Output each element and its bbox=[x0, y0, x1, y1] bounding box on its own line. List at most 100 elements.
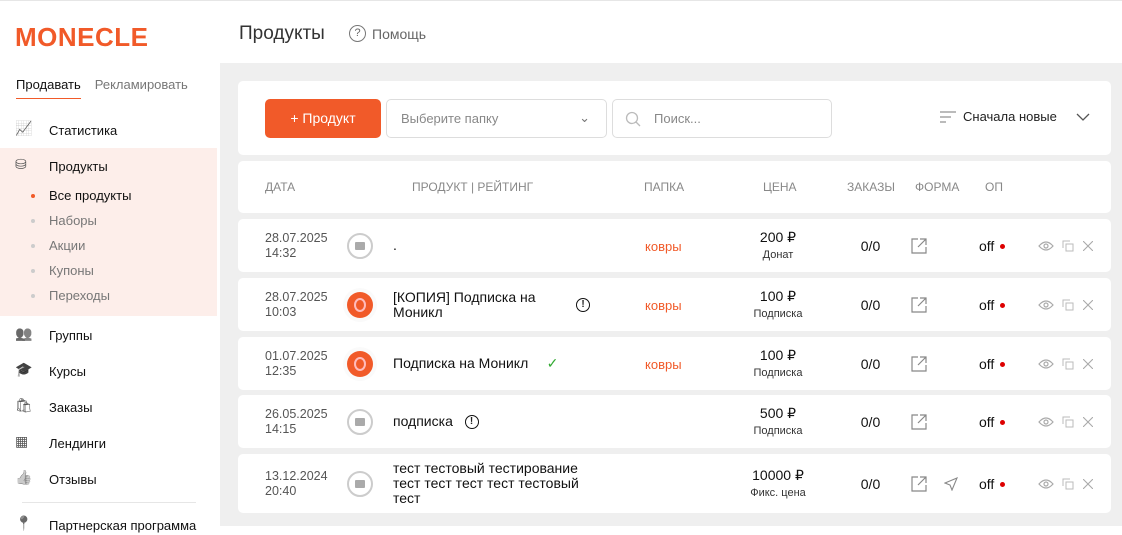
external-link-icon[interactable] bbox=[911, 237, 927, 254]
op-status[interactable]: off bbox=[979, 297, 1006, 313]
sidebar-item[interactable]: 🛍 Заказы bbox=[0, 397, 218, 417]
copy-icon[interactable] bbox=[1062, 358, 1074, 370]
close-icon[interactable] bbox=[1083, 358, 1093, 369]
help-label: Помощь bbox=[372, 25, 427, 42]
close-icon[interactable] bbox=[1083, 478, 1093, 489]
row-date: 13.12.2024 20:40 bbox=[265, 468, 328, 498]
top-border bbox=[0, 0, 1122, 4]
sidebar-item-label: Продукты bbox=[49, 158, 108, 174]
sidebar-item-label: Статистика bbox=[49, 122, 118, 138]
product-name[interactable]: подписка bbox=[393, 413, 453, 429]
folder-label[interactable]: ковры bbox=[645, 356, 682, 372]
toolbar: + Продукт Выберите папку ⌄ Поиск... Снача… bbox=[238, 81, 1111, 155]
external-link-icon[interactable] bbox=[911, 413, 927, 430]
tab-advertise[interactable]: Рекламировать bbox=[94, 77, 188, 92]
status-dot bbox=[1000, 420, 1006, 426]
sidebar-item[interactable]: 📍 Партнерская программа bbox=[0, 515, 218, 535]
external-link-icon[interactable] bbox=[911, 475, 927, 492]
price-type: Подписка bbox=[753, 307, 803, 320]
help-icon: ? bbox=[349, 25, 366, 42]
copy-icon[interactable] bbox=[1062, 299, 1074, 311]
layout-icon: ▦ bbox=[15, 433, 29, 449]
search-input[interactable]: Поиск... bbox=[612, 99, 832, 138]
table-row[interactable]: 01.07.2025 12:35 Подписка на Моникл ✓ ковр… bbox=[238, 337, 1111, 390]
sidebar-subitem-label: Переходы bbox=[49, 288, 110, 303]
sidebar-subitem[interactable]: Акции bbox=[31, 238, 85, 253]
eye-icon[interactable] bbox=[1038, 358, 1054, 370]
eye-icon[interactable] bbox=[1038, 478, 1054, 490]
tab-sell[interactable]: Продавать bbox=[16, 77, 81, 99]
row-date: 28.07.2025 14:32 bbox=[265, 230, 328, 260]
shopping-bag-icon: 🛍 bbox=[15, 397, 33, 413]
header-date[interactable]: Дата bbox=[265, 180, 296, 194]
sidebar-item[interactable]: 👥 Группы bbox=[0, 325, 218, 345]
bullet-icon bbox=[31, 194, 35, 198]
table-row[interactable]: 26.05.2025 14:15 подписка! 500 ₽ Подписка … bbox=[238, 395, 1111, 448]
op-status[interactable]: off bbox=[979, 414, 1006, 430]
price-type: Подписка bbox=[753, 424, 803, 437]
table-row[interactable]: 13.12.2024 20:40 тест тестовый тестирован… bbox=[238, 454, 1111, 513]
price: 10000 ₽ Фикс. цена bbox=[728, 466, 828, 502]
close-icon[interactable] bbox=[1083, 240, 1093, 251]
folder-placeholder: Выберите папку bbox=[401, 111, 499, 126]
product-name[interactable]: . bbox=[393, 237, 397, 253]
sidebar-item-label: Отзывы bbox=[49, 471, 97, 487]
no-image-icon bbox=[347, 408, 373, 435]
external-link-icon[interactable] bbox=[911, 355, 927, 372]
op-status[interactable]: off bbox=[979, 356, 1006, 372]
table-row[interactable]: 28.07.2025 10:03 [КОПИЯ] Подписка на Мони… bbox=[238, 278, 1111, 331]
copy-icon[interactable] bbox=[1062, 416, 1074, 428]
row-date: 01.07.2025 12:35 bbox=[265, 348, 328, 378]
sidebar-item[interactable]: 👍 Отзывы bbox=[0, 469, 218, 489]
price-type: Донат bbox=[762, 248, 794, 261]
sidebar-subitem[interactable]: Все продукты bbox=[31, 188, 132, 203]
price: 500 ₽ Подписка bbox=[728, 404, 828, 440]
sidebar-item[interactable]: ▦ Лендинги bbox=[0, 433, 218, 453]
add-product-button[interactable]: + Продукт bbox=[265, 99, 381, 138]
sidebar-subitem[interactable]: Наборы bbox=[31, 213, 97, 228]
sidebar-item[interactable]: 🎓 Курсы bbox=[0, 361, 218, 381]
product-name[interactable]: Подписка на Моникл bbox=[393, 355, 529, 371]
sidebar-subitem-label: Наборы bbox=[49, 213, 97, 228]
external-link-icon[interactable] bbox=[911, 296, 927, 313]
eye-icon[interactable] bbox=[1038, 416, 1054, 428]
pin-icon: 📍 bbox=[15, 515, 33, 531]
copy-icon[interactable] bbox=[1062, 478, 1074, 490]
product-name[interactable]: тест тестовый тестирование тест тест тес… bbox=[393, 460, 579, 506]
sidebar-item[interactable]: 📈 Статистика bbox=[0, 120, 218, 140]
sidebar-subitem-label: Все продукты bbox=[49, 188, 132, 203]
brand-logo[interactable]: MONECLE bbox=[15, 22, 149, 52]
sidebar-item[interactable]: ⛁ Продукты bbox=[0, 156, 218, 176]
warning-icon[interactable]: ! bbox=[464, 414, 479, 429]
table-row[interactable]: 28.07.2025 14:32 . ковры 200 ₽ Донат 0/0 o… bbox=[238, 219, 1111, 272]
op-status[interactable]: off bbox=[979, 476, 1006, 492]
sidebar-subitem[interactable]: Купоны bbox=[31, 263, 94, 278]
header-folder: Папка bbox=[644, 180, 685, 194]
price: 100 ₽ Подписка bbox=[728, 346, 828, 382]
folder-label[interactable]: ковры bbox=[645, 297, 682, 313]
price-type: Подписка bbox=[753, 366, 803, 379]
close-icon[interactable] bbox=[1083, 416, 1093, 427]
table-header: Дата Продукт | Рейтинг Папка Цена Заказы… bbox=[238, 161, 1111, 213]
header-op: ОП bbox=[985, 180, 1003, 194]
orders-count: 0/0 bbox=[860, 475, 881, 492]
op-status[interactable]: off bbox=[979, 238, 1006, 254]
product-name[interactable]: [КОПИЯ] Подписка на Моникл bbox=[393, 288, 536, 320]
eye-icon[interactable] bbox=[1038, 240, 1054, 252]
warning-icon[interactable]: ! bbox=[576, 297, 590, 312]
no-image-icon bbox=[347, 470, 373, 497]
folder-select[interactable]: Выберите папку ⌄ bbox=[386, 99, 607, 138]
price: 100 ₽ Подписка bbox=[728, 287, 828, 323]
sort-select[interactable]: Сначала новые bbox=[940, 109, 1090, 124]
status-dot bbox=[1000, 482, 1006, 488]
sort-label: Сначала новые bbox=[963, 109, 1057, 124]
send-icon[interactable] bbox=[944, 476, 958, 491]
sidebar-item-label: Лендинги bbox=[49, 435, 106, 451]
sidebar-subitem[interactable]: Переходы bbox=[31, 288, 110, 303]
no-image-icon bbox=[347, 232, 373, 259]
help-link[interactable]: ? Помощь bbox=[349, 25, 426, 42]
folder-label[interactable]: ковры bbox=[645, 238, 682, 254]
copy-icon[interactable] bbox=[1062, 240, 1074, 252]
close-icon[interactable] bbox=[1083, 299, 1093, 310]
eye-icon[interactable] bbox=[1038, 299, 1054, 311]
